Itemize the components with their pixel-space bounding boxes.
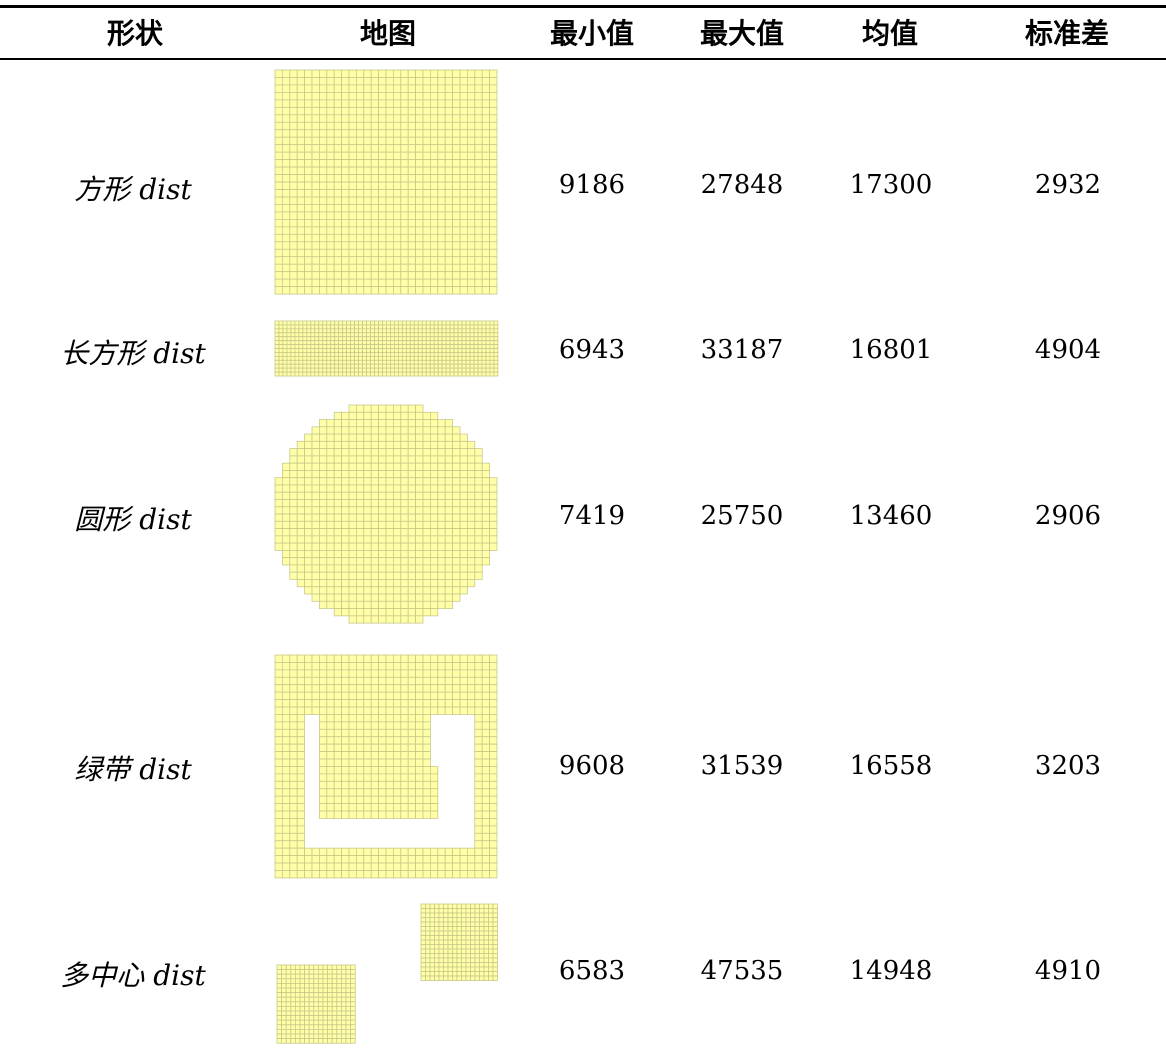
- min-value: 6943: [558, 335, 626, 365]
- circle-grid-map-icon: [274, 404, 498, 624]
- std-value: 4910: [1034, 956, 1102, 986]
- shape-label: 方形 dist: [74, 173, 192, 206]
- shape-label: 长方形 dist: [60, 337, 206, 370]
- header-shape: 形状: [106, 17, 164, 50]
- mean-value: 16558: [849, 751, 933, 781]
- max-value: 25750: [700, 501, 784, 531]
- max-value: 31539: [700, 751, 784, 781]
- min-value: 6583: [558, 956, 626, 986]
- square-grid-map-icon: [274, 69, 498, 295]
- table-header-rule: [0, 58, 1166, 60]
- min-value: 9608: [558, 751, 626, 781]
- max-value: 33187: [700, 335, 784, 365]
- shape-label: 绿带 dist: [74, 753, 192, 786]
- shape-label: 圆形 dist: [74, 503, 192, 536]
- header-max: 最大值: [699, 17, 785, 50]
- std-value: 2906: [1034, 501, 1102, 531]
- std-value: 4904: [1034, 335, 1102, 365]
- header-mean: 均值: [861, 17, 919, 50]
- table-top-rule: [0, 5, 1166, 8]
- mean-value: 17300: [849, 170, 933, 200]
- greenbelt-grid-map-icon: [274, 654, 498, 879]
- std-value: 2932: [1034, 170, 1102, 200]
- header-map: 地图: [359, 17, 417, 50]
- min-value: 9186: [558, 170, 626, 200]
- std-value: 3203: [1034, 751, 1102, 781]
- min-value: 7419: [558, 501, 626, 531]
- max-value: 47535: [700, 956, 784, 986]
- max-value: 27848: [700, 170, 784, 200]
- rectangle-grid-map-icon: [274, 320, 499, 377]
- mean-value: 14948: [849, 956, 933, 986]
- polycentric-grid-map-icon: [276, 903, 498, 1044]
- shape-label: 多中心 dist: [60, 959, 206, 992]
- mean-value: 13460: [849, 501, 933, 531]
- header-min: 最小值: [549, 17, 635, 50]
- header-std: 标准差: [1024, 17, 1110, 50]
- mean-value: 16801: [849, 335, 933, 365]
